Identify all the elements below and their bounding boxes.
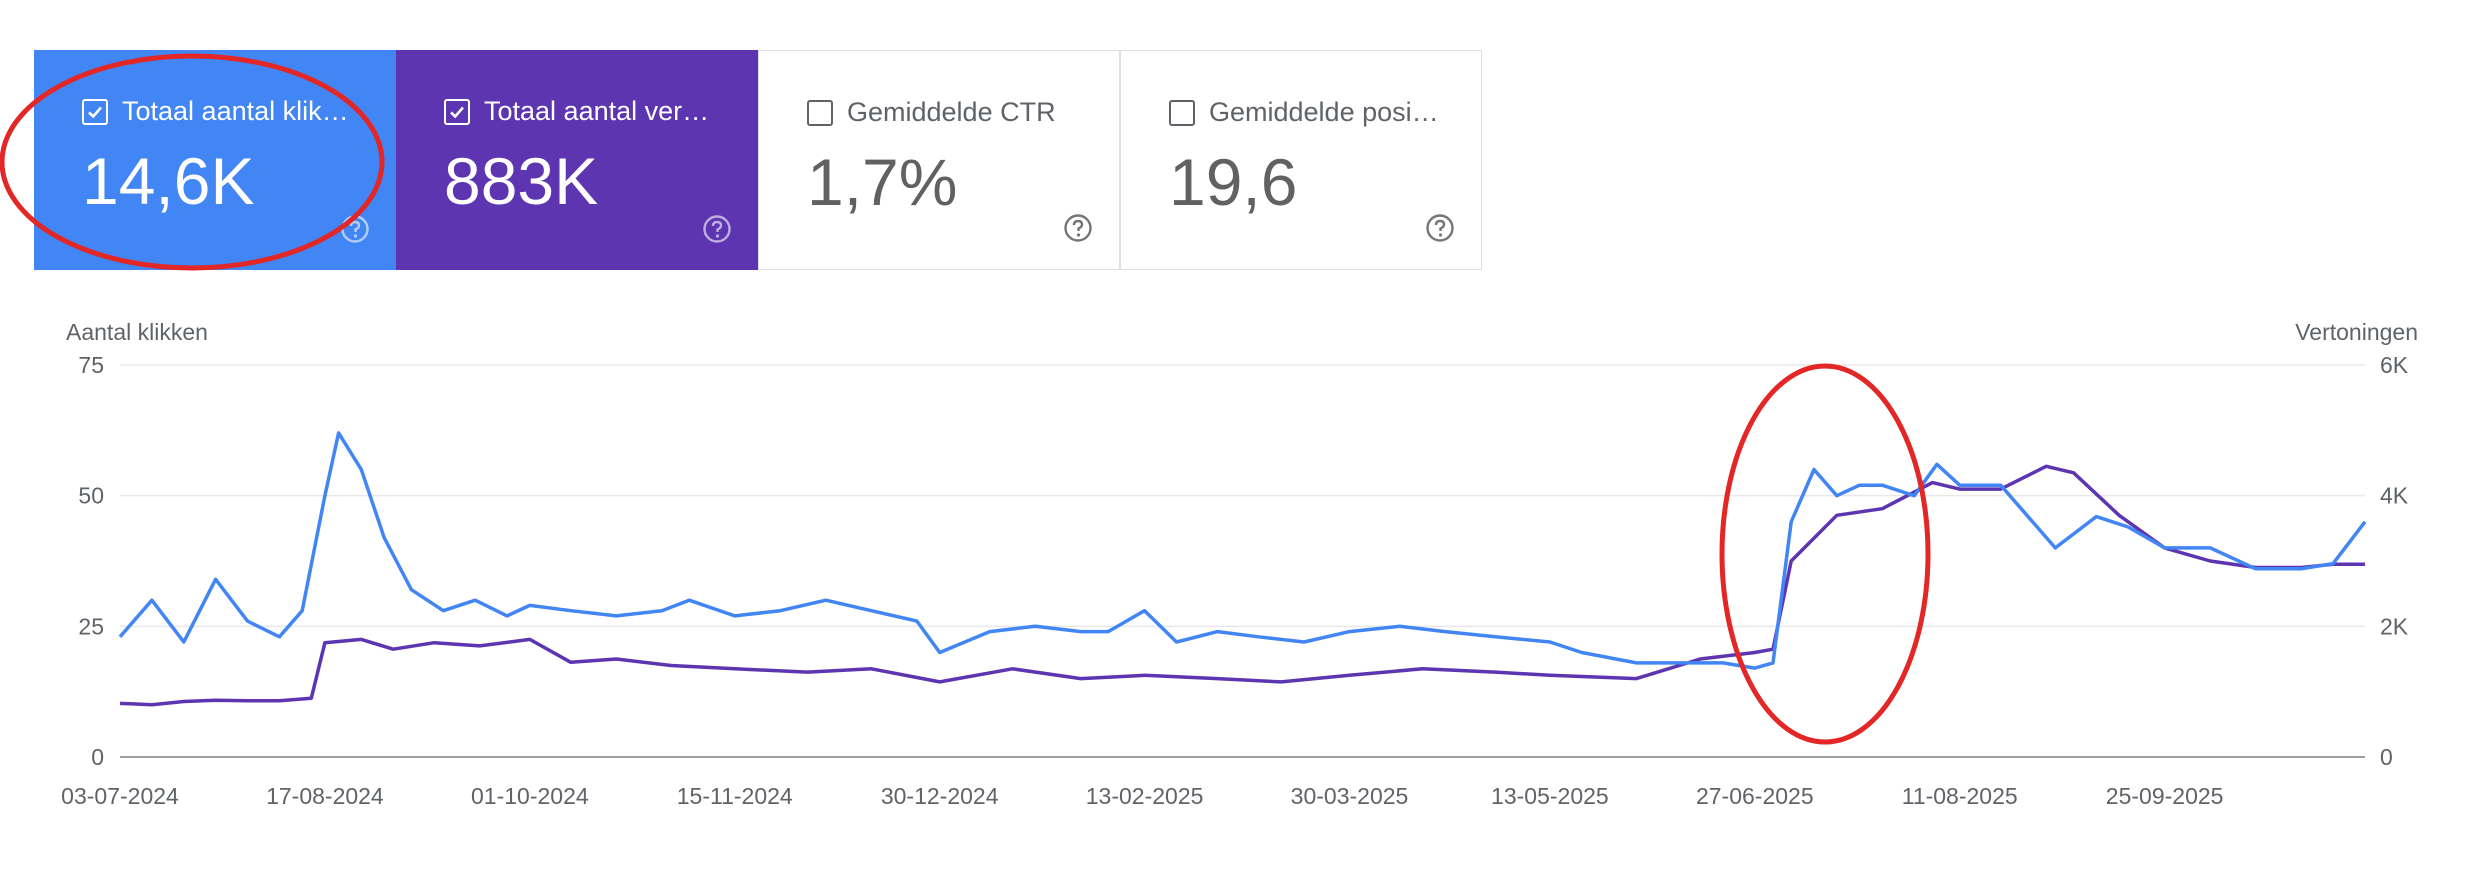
- card-header: Totaal aantal klikken: [82, 96, 372, 127]
- x-tick-label: 30-12-2024: [881, 783, 999, 809]
- x-tick-label: 03-07-2024: [61, 783, 179, 809]
- x-tick-label: 11-08-2025: [1902, 783, 2018, 809]
- metric-cards: Totaal aantal klikken 14,6K Totaal aanta…: [34, 50, 1482, 270]
- card-label: Totaal aantal klikken: [122, 96, 352, 126]
- card-header: Gemiddelde CTR: [807, 97, 1097, 128]
- y-axis-label-left: Aantal klikken: [66, 319, 208, 345]
- y-tick-label-right: 4K: [2380, 483, 2409, 509]
- card-label: Gemiddelde CTR: [847, 97, 1056, 127]
- card-value: 1,7%: [807, 145, 958, 219]
- checkbox-icon[interactable]: [1169, 99, 1195, 126]
- y-tick-label-right: 6K: [2380, 352, 2409, 378]
- x-tick-label: 01-10-2024: [471, 783, 589, 809]
- y-tick-label-left: 50: [78, 483, 104, 509]
- annotation-ellipse-spike: [1719, 363, 1931, 745]
- card-label: Gemiddelde positie: [1209, 97, 1439, 127]
- checkbox-icon[interactable]: [807, 99, 833, 126]
- card-header: Gemiddelde positie: [1169, 97, 1459, 128]
- card-header: Totaal aantal vertoningen: [444, 96, 734, 127]
- help-circle-icon[interactable]: [702, 214, 732, 244]
- checkmark-icon[interactable]: [444, 98, 470, 125]
- x-tick-label: 17-08-2024: [266, 783, 384, 809]
- y-axis-label-right: Vertoningen: [2295, 319, 2418, 345]
- y-tick-label-left: 0: [91, 744, 104, 770]
- y-tick-label-right: 2K: [2380, 613, 2409, 639]
- x-tick-label: 30-03-2025: [1291, 783, 1409, 809]
- x-tick-label: 15-11-2024: [677, 783, 793, 809]
- card-average-position[interactable]: Gemiddelde positie 19,6: [1120, 50, 1482, 270]
- series-line-clicks: [118, 431, 2367, 670]
- card-total-impressions[interactable]: Totaal aantal vertoningen 883K: [396, 50, 758, 270]
- card-label: Totaal aantal vertoningen: [484, 96, 714, 126]
- help-circle-icon[interactable]: [340, 214, 370, 244]
- x-tick-label: 13-02-2025: [1086, 783, 1204, 809]
- performance-chart: Aantal klikken Vertoningen 0 0 25 2K 50 4K 75 6…: [0, 300, 2470, 870]
- x-tick-label: 27-06-2025: [1696, 783, 1814, 809]
- y-tick-label-left: 75: [78, 352, 104, 378]
- x-tick-label: 25-09-2025: [2106, 783, 2224, 809]
- checkmark-icon[interactable]: [82, 98, 108, 125]
- line-chart: Aantal klikken Vertoningen 0 0 25 2K 50 4K 75 6…: [61, 319, 2418, 809]
- help-circle-icon[interactable]: [1425, 213, 1455, 243]
- card-average-ctr[interactable]: Gemiddelde CTR 1,7%: [758, 50, 1120, 270]
- y-tick-label-left: 25: [78, 613, 104, 639]
- help-circle-icon[interactable]: [1063, 213, 1093, 243]
- card-value: 19,6: [1169, 145, 1298, 219]
- y-tick-label-right: 0: [2380, 744, 2393, 770]
- card-value: 883K: [444, 144, 599, 218]
- card-value: 14,6K: [82, 144, 255, 218]
- card-total-clicks[interactable]: Totaal aantal klikken 14,6K: [34, 50, 396, 270]
- x-tick-label: 13-05-2025: [1491, 783, 1609, 809]
- series-line-impressions: [119, 464, 2365, 707]
